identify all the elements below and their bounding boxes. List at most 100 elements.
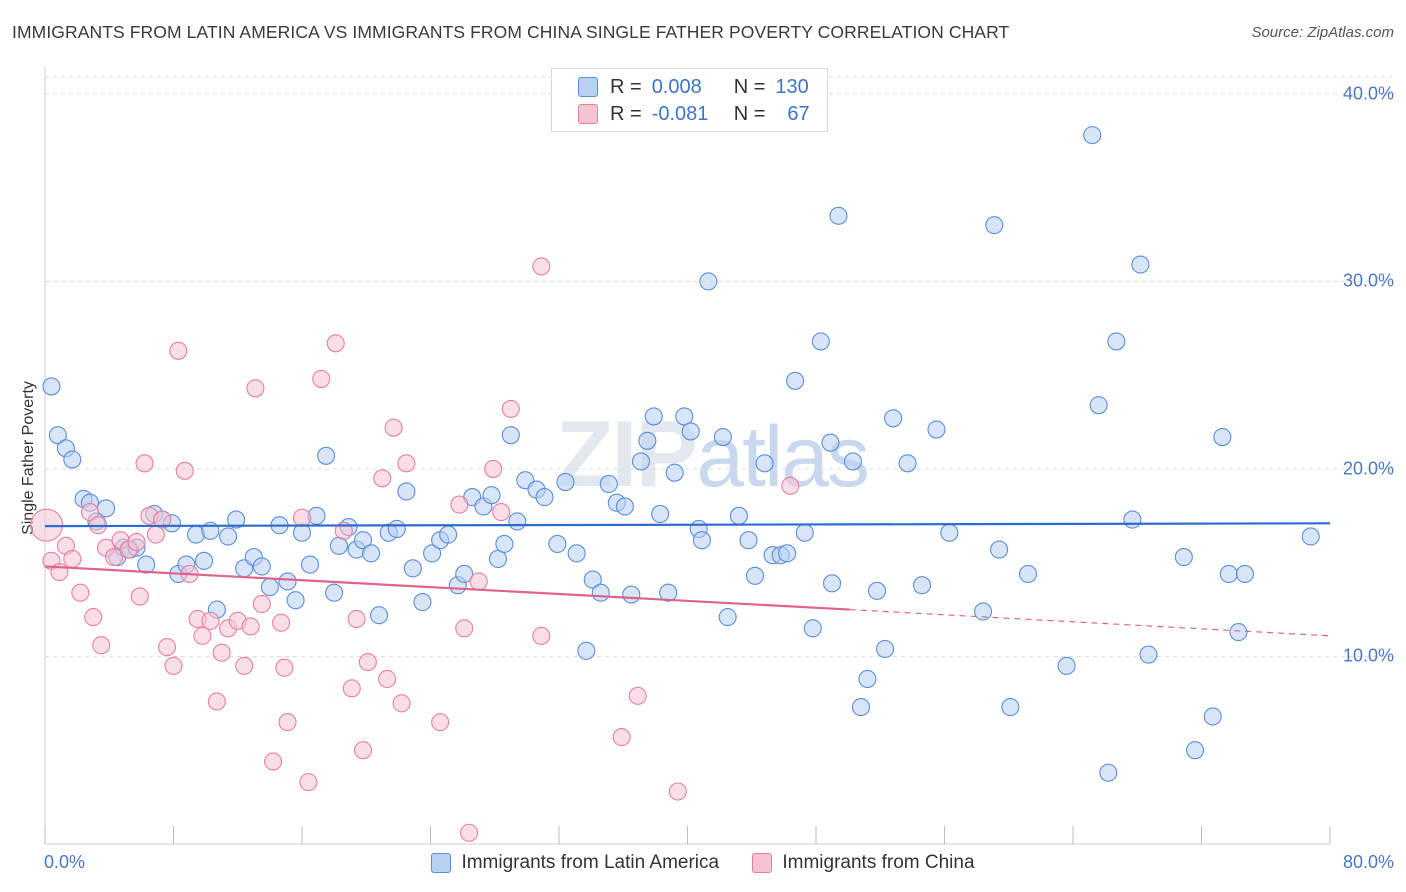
point-china xyxy=(628,686,647,705)
point-latin-america xyxy=(1139,645,1158,664)
point-latin-america xyxy=(1099,763,1118,782)
point-latin-america xyxy=(631,452,650,471)
point-china xyxy=(169,341,188,360)
point-china xyxy=(455,619,474,638)
r-value: -0.081 xyxy=(651,102,709,125)
stats-swatch-pink xyxy=(578,104,598,124)
point-latin-america xyxy=(387,519,406,538)
point-latin-america xyxy=(548,534,567,554)
point-latin-america xyxy=(1123,510,1142,529)
n-value: 67 xyxy=(787,102,810,125)
point-china xyxy=(501,399,520,418)
point-latin-america xyxy=(488,549,508,569)
point-china xyxy=(80,503,100,522)
point-china xyxy=(146,525,165,544)
point-latin-america xyxy=(556,473,575,492)
chart-title: IMMIGRANTS FROM LATIN AMERICA VS IMMIGRA… xyxy=(12,22,1010,42)
n-value: 130 xyxy=(775,75,809,98)
point-latin-america xyxy=(615,497,634,516)
point-latin-america xyxy=(927,420,946,439)
point-latin-america xyxy=(729,506,748,525)
y-tick-label: 10.0% xyxy=(1342,645,1394,666)
point-latin-america xyxy=(583,570,602,589)
point-latin-america xyxy=(535,488,554,507)
stats-row-latin-america: R = 0.008 N = 130 xyxy=(578,74,809,100)
point-latin-america xyxy=(851,698,871,717)
point-china xyxy=(312,369,331,388)
point-latin-america xyxy=(194,551,214,570)
point-latin-america xyxy=(1213,428,1232,447)
point-latin-america xyxy=(455,564,474,584)
point-china xyxy=(378,669,397,689)
point-latin-america xyxy=(300,555,320,574)
y-tick-label: 20.0% xyxy=(1342,458,1394,479)
point-china xyxy=(532,626,551,645)
point-china xyxy=(193,626,212,645)
point-latin-america xyxy=(278,572,297,591)
point-china xyxy=(201,611,220,630)
legend-item-latin-america[interactable]: Immigrants from Latin America xyxy=(431,852,719,874)
point-latin-america xyxy=(227,510,246,529)
point-china xyxy=(252,594,271,614)
point-latin-america xyxy=(739,531,758,550)
point-china xyxy=(241,617,260,636)
legend-label: Immigrants from Latin America xyxy=(461,852,720,873)
point-china xyxy=(358,653,377,672)
legend-item-china[interactable]: Immigrants from China xyxy=(752,852,975,874)
point-china xyxy=(612,728,631,747)
point-latin-america xyxy=(1203,707,1222,726)
point-china xyxy=(212,643,231,662)
point-latin-america xyxy=(482,486,501,505)
point-latin-america xyxy=(219,527,238,546)
point-latin-america xyxy=(48,426,67,445)
trendline-china-extension xyxy=(849,608,1331,637)
point-latin-america xyxy=(1057,656,1076,675)
point-latin-america xyxy=(821,433,840,452)
point-china xyxy=(105,548,124,567)
point-china xyxy=(326,334,345,353)
point-latin-america xyxy=(713,428,732,447)
point-latin-america xyxy=(495,534,514,554)
watermark-zip: ZIP xyxy=(556,401,698,506)
n-label: N = xyxy=(733,75,766,98)
point-china xyxy=(84,608,103,627)
point-china xyxy=(299,773,318,792)
point-latin-america xyxy=(755,454,774,473)
point-latin-america xyxy=(325,583,344,602)
point-china xyxy=(127,533,146,552)
legend: Immigrants from Latin America Immigrants… xyxy=(0,852,1406,879)
point-latin-america xyxy=(96,499,116,518)
trendline-china xyxy=(44,565,850,611)
point-latin-america xyxy=(638,431,657,450)
point-china xyxy=(63,549,82,569)
point-latin-america xyxy=(795,523,814,542)
watermark: ZIPatlas xyxy=(556,400,870,508)
point-latin-america xyxy=(843,452,862,471)
point-china xyxy=(272,613,291,632)
point-china xyxy=(392,694,411,713)
r-label: R = xyxy=(610,102,642,125)
r-label: R = xyxy=(610,75,642,98)
point-latin-america xyxy=(423,544,442,563)
point-latin-america xyxy=(353,531,373,550)
point-latin-america xyxy=(898,454,917,473)
point-china xyxy=(532,257,551,276)
point-latin-america xyxy=(1089,396,1108,415)
point-latin-america xyxy=(1229,623,1248,642)
point-latin-america xyxy=(675,407,694,426)
point-latin-america xyxy=(403,559,422,578)
point-china xyxy=(668,782,687,801)
r-value: 0.008 xyxy=(651,75,702,98)
point-latin-america xyxy=(622,585,641,604)
point-china xyxy=(164,656,183,675)
point-china xyxy=(347,609,366,629)
point-latin-america xyxy=(137,555,156,574)
n-label: N = xyxy=(733,102,766,125)
point-china xyxy=(459,823,479,842)
point-latin-america xyxy=(778,544,797,563)
point-latin-america xyxy=(858,669,877,689)
point-latin-america xyxy=(884,409,903,428)
point-latin-america xyxy=(567,544,586,563)
point-latin-america xyxy=(745,566,765,585)
